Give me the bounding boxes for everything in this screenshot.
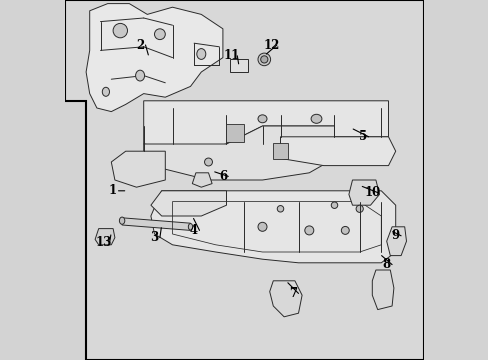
Polygon shape: [192, 173, 212, 187]
Ellipse shape: [355, 205, 363, 212]
Text: 3: 3: [150, 231, 158, 244]
Text: 10: 10: [364, 186, 380, 199]
Text: 2: 2: [136, 39, 144, 51]
Polygon shape: [386, 227, 406, 256]
Polygon shape: [269, 281, 302, 317]
Ellipse shape: [204, 158, 212, 166]
Ellipse shape: [341, 226, 348, 234]
Ellipse shape: [154, 29, 165, 40]
Text: 6: 6: [219, 170, 226, 183]
Polygon shape: [143, 126, 334, 180]
Ellipse shape: [260, 56, 267, 63]
Polygon shape: [230, 59, 247, 72]
Text: 11: 11: [224, 49, 240, 62]
Polygon shape: [111, 151, 165, 187]
Polygon shape: [143, 101, 387, 151]
Polygon shape: [86, 4, 223, 112]
Ellipse shape: [310, 114, 321, 123]
Polygon shape: [151, 191, 226, 216]
Ellipse shape: [102, 87, 109, 96]
Polygon shape: [95, 229, 115, 245]
Polygon shape: [151, 191, 395, 263]
Text: 12: 12: [263, 39, 279, 51]
Polygon shape: [226, 124, 244, 142]
Polygon shape: [122, 218, 190, 230]
Ellipse shape: [258, 222, 266, 231]
Polygon shape: [371, 270, 393, 310]
Text: 13: 13: [96, 237, 112, 249]
Text: 1: 1: [109, 184, 117, 197]
Text: 7: 7: [288, 287, 297, 300]
Text: 8: 8: [382, 258, 390, 271]
Polygon shape: [272, 143, 288, 159]
Ellipse shape: [119, 217, 124, 224]
Ellipse shape: [258, 53, 270, 66]
Ellipse shape: [277, 206, 283, 212]
Ellipse shape: [113, 23, 127, 38]
Polygon shape: [280, 137, 395, 166]
Ellipse shape: [196, 49, 205, 59]
Ellipse shape: [258, 115, 266, 123]
Ellipse shape: [304, 226, 313, 235]
Ellipse shape: [135, 70, 144, 81]
Text: 5: 5: [359, 130, 366, 143]
Ellipse shape: [188, 224, 192, 230]
Ellipse shape: [330, 202, 337, 208]
Text: 9: 9: [391, 229, 399, 242]
Text: 4: 4: [190, 224, 198, 237]
Polygon shape: [65, 0, 423, 360]
Polygon shape: [348, 180, 379, 205]
